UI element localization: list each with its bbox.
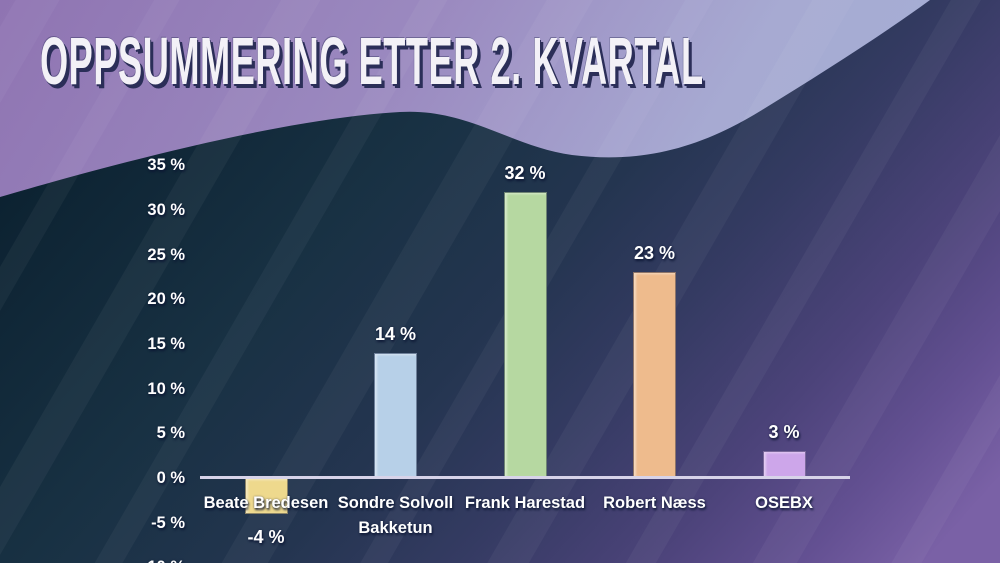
- category-label: Frank Harestad: [464, 494, 586, 512]
- y-axis-tick-label: 0 %: [156, 469, 185, 487]
- y-axis-tick-label: 5 %: [156, 424, 185, 443]
- category-label: Beate Bredesen: [203, 494, 329, 512]
- y-axis-tick-label: 35 %: [147, 156, 185, 175]
- bar: [374, 352, 417, 478]
- bar: [244, 478, 288, 514]
- category-label: Sondre Solvoll Bakketun: [337, 494, 454, 537]
- bar-value-label: 32 %: [504, 162, 546, 183]
- bar: [503, 191, 547, 478]
- y-axis-tick-label: 15 %: [147, 334, 185, 353]
- bar: [762, 451, 806, 478]
- y-axis-tick-label: -5 %: [151, 513, 185, 532]
- x-axis-line: [200, 476, 850, 479]
- y-axis-tick-label: -10 %: [142, 555, 185, 563]
- bar: [633, 272, 676, 478]
- bar-value-label: -4 %: [247, 526, 285, 547]
- y-axis-tick-label: 10 %: [147, 379, 185, 398]
- bar-value-label: 14 %: [374, 323, 417, 344]
- bar-value-label: 3 %: [768, 422, 800, 443]
- y-axis-tick-label: 25 %: [147, 245, 185, 264]
- bar-value-label: 23 %: [633, 243, 676, 264]
- category-label: OSEBX: [755, 494, 813, 512]
- y-axis-tick-label: 20 %: [147, 290, 185, 309]
- category-label: Robert Næss: [603, 494, 706, 512]
- y-axis-tick-label: 30 %: [147, 200, 185, 219]
- slide-title: OPPSUMMERING ETTER 2. KVARTAL: [40, 24, 704, 99]
